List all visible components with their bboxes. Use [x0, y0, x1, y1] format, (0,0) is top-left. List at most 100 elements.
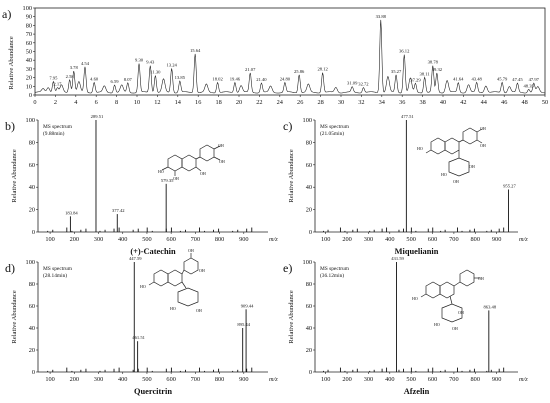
panel-a-xtick-label: 28: [317, 99, 323, 106]
peak-label: 41.64: [453, 77, 464, 82]
compound-name: Miquelianin: [395, 247, 439, 256]
panel-a-ytick-label: 0: [29, 92, 32, 99]
svg-text:HO: HO: [140, 284, 146, 289]
retention-time-note: (21.05min): [320, 130, 344, 137]
peak-label: 13.85: [175, 75, 186, 80]
peak-label: 4.60: [90, 76, 99, 81]
panel-a-xtick-label: 30: [338, 99, 344, 106]
peak-label: 21.40: [256, 77, 267, 82]
retention-time-note: (36.12min): [320, 272, 344, 279]
panel-a-ytick-label: 80: [26, 22, 32, 29]
panel-e-spectrum: e) Relative Abundance 0 20 40 60 80 100 100 200 30…: [283, 256, 528, 396]
panel-d-spectrum: d) Relative Abundance 0 20 40 60 80 100 100 200 30…: [5, 256, 278, 396]
svg-text:HO: HO: [441, 172, 447, 177]
xtick-label: 300: [364, 376, 373, 383]
peak-mz-label: 183.84: [65, 210, 78, 215]
xtick-label: 300: [94, 236, 103, 243]
xtick-label: 500: [406, 376, 415, 383]
ytick-label: 40: [306, 325, 312, 332]
ytick-label: 0: [32, 229, 35, 236]
quercitrin-structure-drawing: OH HO OH HO OH: [140, 248, 205, 313]
panel-a-xtick-label: 24: [277, 99, 284, 106]
panel-c-letter: c): [283, 119, 292, 133]
panel-a-xtick-label: 20: [236, 99, 242, 106]
ytick-label: 80: [306, 281, 312, 288]
peak-mz-label: 447.59: [129, 256, 142, 261]
panel-a-xtick-label: 44: [481, 99, 488, 106]
panel-a-ytick-label: 100: [23, 5, 32, 12]
miquelianin-structure-drawing: HO OH OH HO OH OH: [417, 126, 486, 184]
ytick-label: 20: [306, 347, 312, 354]
peak-label: 8.07: [124, 77, 133, 82]
peak-mz-label: 955.27: [503, 183, 516, 188]
panel-a-xtick-label: 26: [297, 99, 303, 106]
peak-mz-label: 579.35: [161, 178, 174, 183]
svg-text:HO: HO: [412, 296, 418, 301]
ms-spectrum-note: MS spectrum: [43, 266, 73, 272]
panel-a-xtick-label: 48: [521, 99, 527, 106]
ms-spectrum-note: MS spectrum: [320, 124, 350, 130]
svg-text:HO: HO: [158, 169, 164, 174]
peak-label: 2.58: [66, 74, 75, 79]
ytick-label: 20: [29, 207, 35, 214]
mz-axis-label: m/z: [519, 236, 528, 243]
xtick-label: 700: [191, 376, 200, 383]
panel-a-xtick-label: 36: [399, 99, 405, 106]
retention-time-note: (28.14min): [43, 272, 67, 279]
svg-text:OH: OH: [196, 308, 202, 313]
xtick-label: 800: [471, 236, 480, 243]
svg-text:OH: OH: [469, 164, 475, 169]
xtick-label: 400: [385, 376, 394, 383]
panel-a-xtick-label: 18: [215, 99, 221, 106]
svg-text:HO: HO: [417, 146, 423, 151]
xtick-label: 900: [492, 376, 501, 383]
svg-text:OH: OH: [188, 248, 194, 253]
panel-a-ytick-label: 70: [26, 31, 32, 38]
peak-label: 38.78: [428, 60, 439, 65]
panel-e-letter: e): [283, 261, 292, 275]
xtick-label: 500: [142, 376, 151, 383]
ytick-label: 100: [303, 259, 312, 266]
peak-label: 39.32: [432, 67, 443, 72]
peak-label: 2.17: [53, 82, 62, 87]
panel-d-ylabel: Relative Abundance: [11, 290, 18, 343]
peak-label: 7.95: [49, 75, 58, 80]
panel-a-ytick-label: 20: [26, 75, 32, 82]
catechin-structure-drawing: HO OH OH OH OH: [158, 143, 225, 181]
peak-label: 21.07: [245, 67, 256, 72]
peak-label: 43.48: [471, 76, 482, 81]
svg-text:OH: OH: [452, 326, 458, 331]
peak-mz-label: 461.51: [132, 335, 145, 340]
peak-label: 6.59: [111, 79, 120, 84]
ytick-label: 60: [306, 162, 312, 169]
peak-label: 9.30: [135, 58, 144, 63]
ytick-label: 40: [306, 184, 312, 191]
ytick-label: 100: [26, 259, 35, 266]
peak-label: 38.11: [420, 71, 431, 76]
xtick-label: 600: [428, 236, 437, 243]
panel-a-ytick-label: 90: [26, 14, 32, 21]
panel-a-xtick-label: 8: [115, 99, 118, 106]
mz-axis-label: m/z: [269, 236, 278, 243]
panel-a-xtick-label: 22: [256, 99, 262, 106]
xtick-label: 900: [492, 236, 501, 243]
xtick-label: 300: [364, 236, 373, 243]
peak-mz-label: 477.51: [401, 114, 414, 119]
xtick-label: 700: [449, 376, 458, 383]
panel-a-ytick-label: 50: [26, 49, 32, 56]
panel-a-xtick-label: 2: [54, 99, 57, 106]
panel-a-peak-labels: 7.95 2.17 2.58 3.784.54 4.60 6.59 8.07 9.30 9.43…: [49, 14, 539, 88]
retention-time-note: (9.88min): [43, 130, 65, 137]
xtick-label: 600: [428, 376, 437, 383]
ytick-label: 0: [309, 369, 312, 376]
svg-text:HO: HO: [434, 322, 440, 327]
panel-a-letter: a): [2, 7, 11, 21]
panel-a-chromatogram: a) Relative Abundance 010203040506070809…: [2, 5, 548, 106]
svg-text:OH: OH: [200, 171, 206, 176]
peak-mz-label: 863.48: [484, 304, 497, 309]
peak-label: 33.88: [376, 14, 387, 19]
ytick-label: 60: [306, 303, 312, 310]
compound-name: Quercitrin: [134, 387, 172, 396]
xtick-label: 100: [45, 376, 54, 383]
mz-axis-label: m/z: [269, 376, 278, 383]
